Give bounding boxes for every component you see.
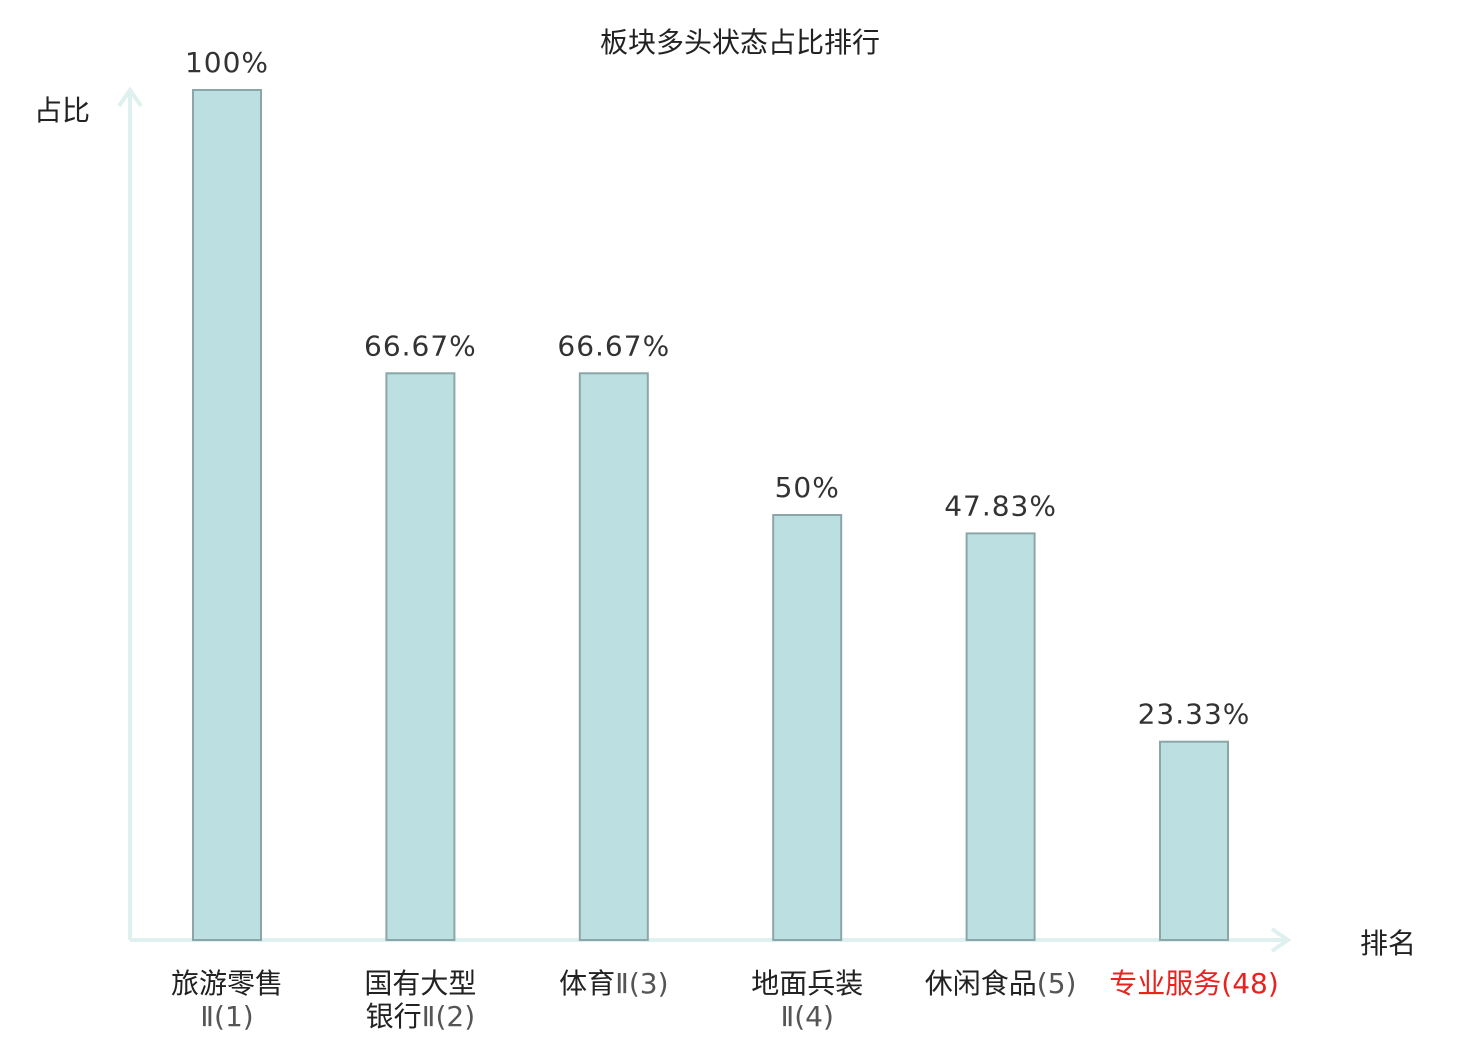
category-labels: 旅游零售 Ⅱ(1) 国有大型银行Ⅱ(2) 体育Ⅱ(3) 地面兵装 Ⅱ(4) 休闲食品(5) 专… xyxy=(171,967,1279,1033)
bar xyxy=(1159,740,1229,942)
bars xyxy=(192,89,1229,942)
tick-label: 休闲食品(5) xyxy=(925,967,1077,1000)
tick-label: 旅游零售 Ⅱ(1) xyxy=(171,967,283,1033)
data-label: 66.67% xyxy=(557,329,670,362)
data-label: 50% xyxy=(775,471,840,504)
bar xyxy=(578,372,649,941)
tick-label: 体育Ⅱ(3) xyxy=(559,967,668,1000)
bar xyxy=(772,514,843,941)
bar xyxy=(965,532,1036,942)
data-label: 100% xyxy=(185,46,269,79)
y-axis-arrow xyxy=(117,86,143,108)
tick-label: 国有大型银行Ⅱ(2) xyxy=(364,967,476,1033)
bar xyxy=(192,89,262,941)
data-label: 23.33% xyxy=(1138,698,1251,731)
bar xyxy=(385,372,456,941)
value-labels: 100% 66.67% 66.67% 50% 47.83% 23.33% xyxy=(185,46,1251,731)
data-label: 66.67% xyxy=(364,329,477,362)
axes xyxy=(117,86,1292,953)
x-axis-label: 排名 xyxy=(1360,927,1416,960)
y-axis-label: 占比 xyxy=(34,94,90,127)
tick-label: 地面兵装 Ⅱ(4) xyxy=(751,967,863,1033)
tick-label: 专业服务(48) xyxy=(1109,967,1279,1000)
chart-title: 板块多头状态占比排行 xyxy=(600,26,880,59)
x-axis-arrow xyxy=(1270,927,1292,953)
data-label: 47.83% xyxy=(944,489,1057,522)
